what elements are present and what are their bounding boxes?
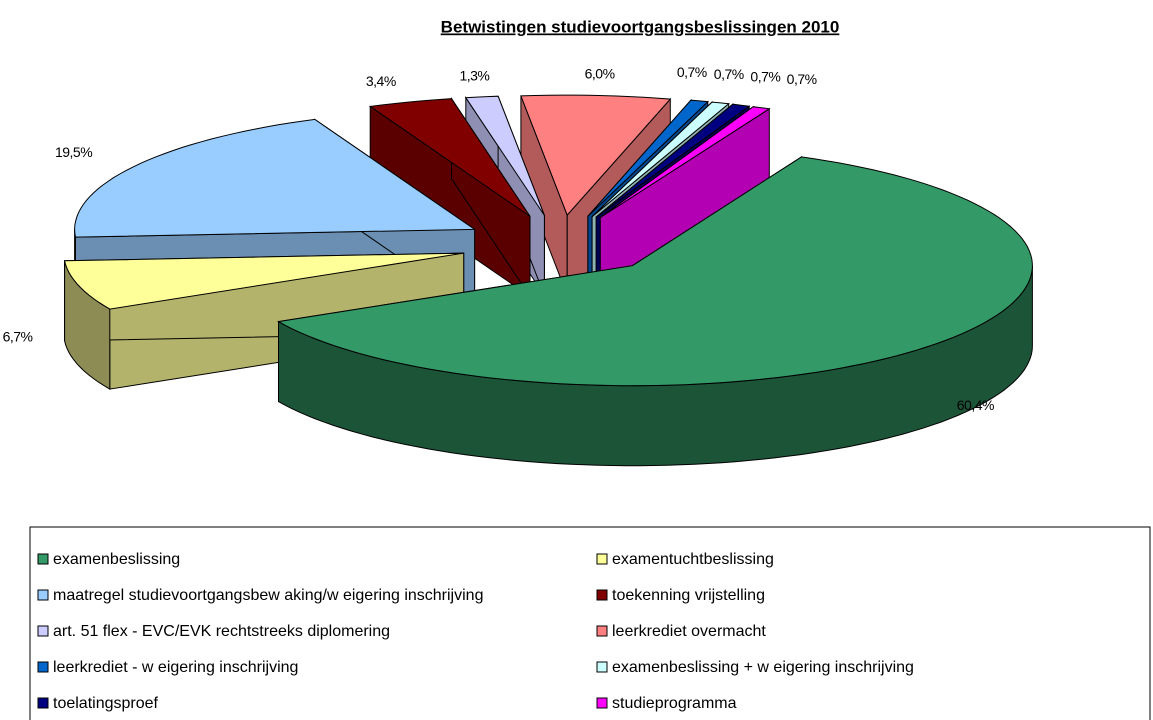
slice	[276, 156, 1033, 387]
data-label: 60,4%	[957, 397, 994, 413]
slice	[595, 103, 751, 218]
data-label: 19,5%	[55, 144, 92, 160]
legend-swatch	[596, 553, 608, 565]
data-label: 6,0%	[585, 66, 615, 82]
data-label: 0,7%	[750, 68, 780, 84]
data-label: 0,7%	[677, 64, 707, 80]
legend-label: toelatingsproef	[53, 695, 159, 712]
pie: 60,4% 6,7% 19,5% 3,4% 1,3% 6,0% 0,7% 0,7% 0,7% 0,…	[3, 64, 1033, 467]
legend-label: leerkrediet - w eigering inschrijving	[53, 659, 298, 676]
slice	[520, 94, 672, 217]
chart-title: Betwistingen studievoortgangsbeslissinge…	[441, 17, 840, 36]
legend-label: studieprogramma	[612, 695, 737, 712]
legend-label: toekenning vrijstelling	[612, 587, 765, 604]
legend-swatch	[37, 625, 49, 637]
legend-box	[29, 526, 1151, 720]
legend-label: examenbeslissing + w eigering inschrijvi…	[612, 659, 914, 676]
legend-label: art. 51 flex - EVC/EVK rechtstreeks dipl…	[53, 623, 390, 640]
legend-label: maatregel studievoortgangsbew aking/w ei…	[53, 587, 483, 604]
legend-label: examenbeslissing	[53, 551, 180, 568]
slice	[599, 105, 771, 299]
slice	[600, 106, 771, 218]
legend-swatch	[596, 589, 608, 601]
data-label: 3,4%	[366, 73, 396, 89]
slice	[587, 99, 709, 217]
slice	[464, 95, 545, 216]
legend-swatch	[37, 697, 49, 709]
legend-label: examentuchtbeslissing	[612, 551, 774, 568]
data-label: 6,7%	[3, 328, 33, 344]
slice	[63, 252, 464, 310]
legend-swatch	[596, 697, 608, 709]
slice	[368, 97, 531, 299]
legend-swatch	[37, 661, 49, 673]
legend-swatch	[596, 661, 608, 673]
legend-swatch	[37, 553, 49, 565]
legend: examenbeslissing examentuchtbeslissing maa…	[37, 551, 914, 712]
slice	[74, 118, 477, 238]
data-label: 0,7%	[714, 66, 744, 82]
slice	[276, 155, 1033, 467]
legend-swatch	[596, 625, 608, 637]
slice	[591, 101, 730, 217]
data-label: 0,7%	[787, 71, 817, 87]
data-label: 1,3%	[459, 67, 489, 83]
slice	[368, 98, 531, 217]
legend-label: leerkrediet overmacht	[612, 623, 766, 640]
legend-swatch	[37, 589, 49, 601]
